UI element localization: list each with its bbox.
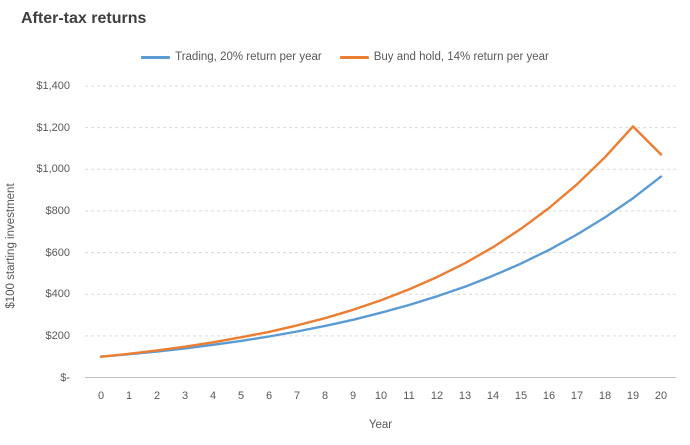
y-tick-label: $200 xyxy=(45,329,70,342)
x-tick-label: 18 xyxy=(598,390,612,402)
x-tick-label: 5 xyxy=(237,390,245,402)
buy-hold-series-line xyxy=(99,125,663,358)
chart-legend: Trading, 20% return per year Buy and hol… xyxy=(0,51,690,63)
y-tick-label: $1,400 xyxy=(36,80,70,92)
y-tick-label: $1,200 xyxy=(36,121,70,134)
x-tick-label: 14 xyxy=(486,390,500,402)
legend-item-trading: Trading, 20% return per year xyxy=(141,51,322,63)
x-tick-label: 20 xyxy=(654,390,668,402)
y-tick-label: $400 xyxy=(45,288,70,301)
trading-series-line xyxy=(99,175,663,358)
chart-title: After-tax returns xyxy=(21,10,147,27)
buy-hold-line-swatch-icon xyxy=(339,55,369,59)
legend-label-trading: Trading, 20% return per year xyxy=(175,51,322,63)
trading-line-swatch-icon xyxy=(141,55,171,59)
x-tick-label: 9 xyxy=(349,390,357,402)
x-tick-label: 17 xyxy=(570,390,584,402)
x-tick-label: 6 xyxy=(265,390,273,402)
x-tick-label: 3 xyxy=(181,390,189,402)
y-tick-label: $- xyxy=(60,371,70,384)
x-tick-label: 11 xyxy=(403,390,415,402)
x-tick-label: 0 xyxy=(97,390,105,402)
x-tick-label: 15 xyxy=(514,390,528,402)
x-tick-label: 19 xyxy=(626,390,640,402)
x-tick-label: 16 xyxy=(542,390,556,402)
x-tick-label: 12 xyxy=(430,390,444,402)
x-tick-label: 1 xyxy=(125,390,133,402)
x-tick-label: 2 xyxy=(153,390,161,402)
gridlines xyxy=(85,85,676,337)
x-tick-label: 7 xyxy=(293,390,301,402)
x-tick-label: 8 xyxy=(321,390,329,402)
y-tick-label: $600 xyxy=(45,246,70,259)
legend-item-buy-hold: Buy and hold, 14% return per year xyxy=(339,51,549,63)
x-tick-label: 13 xyxy=(458,390,472,402)
x-tick-label: 10 xyxy=(374,390,388,402)
x-tick-label: 4 xyxy=(209,390,217,402)
y-tick-label: $800 xyxy=(45,204,70,217)
x-axis-title: Year xyxy=(368,419,393,431)
legend-label-buy-hold: Buy and hold, 14% return per year xyxy=(373,51,549,63)
y-tick-label: $1,000 xyxy=(36,163,70,176)
